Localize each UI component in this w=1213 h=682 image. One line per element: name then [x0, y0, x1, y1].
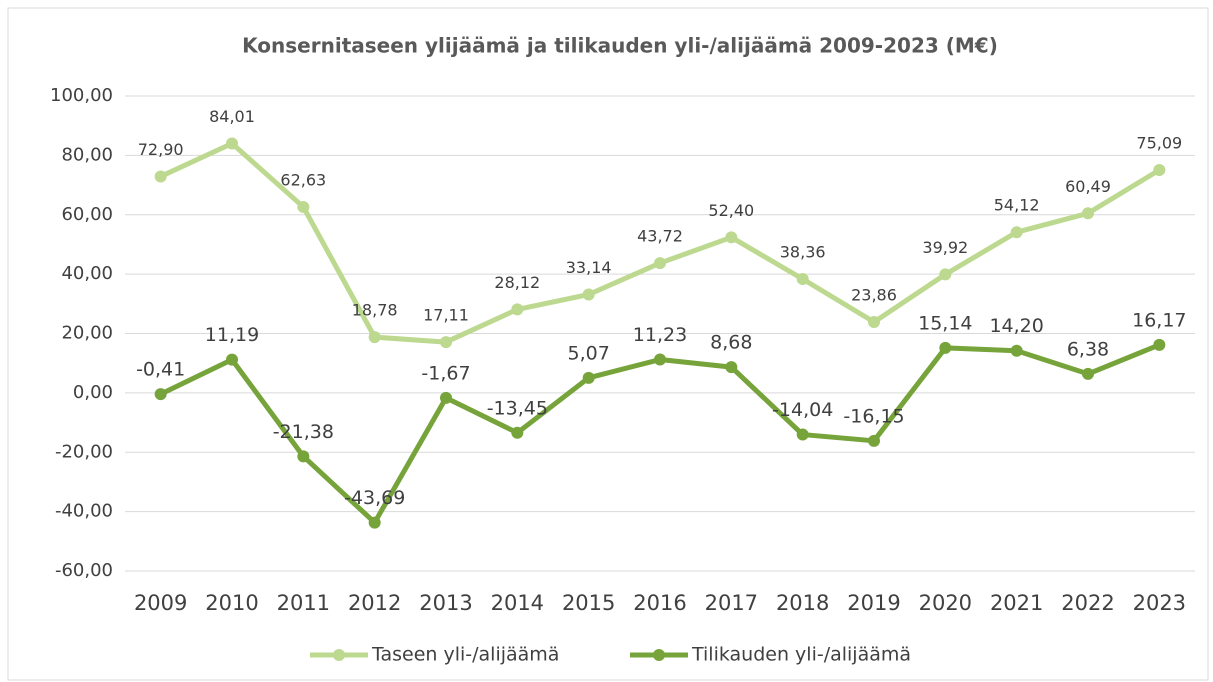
data-label: 62,63 — [280, 170, 326, 189]
x-tick-label: 2011 — [277, 591, 330, 615]
data-point — [1153, 338, 1166, 351]
data-point — [868, 434, 880, 447]
x-tick-label: 2012 — [348, 591, 401, 615]
data-label: 54,12 — [994, 196, 1040, 215]
data-point — [368, 331, 381, 344]
data-label: -21,38 — [273, 421, 334, 443]
data-point — [226, 137, 238, 150]
data-point — [1153, 163, 1166, 176]
x-tick-label: 2018 — [776, 591, 829, 615]
chart-border — [7, 7, 1209, 681]
data-label: 43,72 — [637, 227, 683, 246]
data-point — [796, 428, 809, 441]
x-tick-label: 2023 — [1133, 591, 1186, 615]
data-label: 17,11 — [423, 306, 469, 325]
data-label: 39,92 — [922, 238, 968, 257]
data-point — [297, 200, 310, 213]
data-point — [226, 353, 238, 366]
legend-marker — [333, 649, 345, 661]
data-label: -13,45 — [487, 397, 548, 419]
data-point — [1010, 226, 1023, 239]
data-point — [796, 272, 809, 285]
data-label: -43,69 — [344, 487, 405, 509]
x-tick-label: 2021 — [990, 591, 1043, 615]
data-label: 52,40 — [708, 201, 754, 220]
x-tick-label: 2016 — [633, 591, 686, 615]
data-label: 11,19 — [205, 324, 259, 346]
x-tick-label: 2017 — [705, 591, 758, 615]
data-label: 38,36 — [780, 242, 826, 261]
data-point — [1082, 207, 1094, 220]
data-label: -1,67 — [421, 362, 470, 384]
y-tick-label: 100,00 — [50, 85, 113, 106]
data-point — [154, 170, 167, 183]
data-point — [654, 257, 666, 270]
data-point — [440, 391, 452, 404]
data-label: 8,68 — [710, 332, 752, 354]
data-label: 23,86 — [851, 286, 897, 305]
data-label: 33,14 — [566, 258, 612, 277]
data-label: 75,09 — [1136, 133, 1182, 152]
data-label: 72,90 — [138, 140, 184, 159]
data-point — [297, 450, 310, 463]
data-point — [154, 388, 167, 401]
x-tick-label: 2015 — [562, 591, 615, 615]
x-tick-label: 2022 — [1061, 591, 1114, 615]
y-tick-label: 0,00 — [73, 382, 113, 403]
y-tick-label: -60,00 — [55, 560, 113, 581]
data-label: 6,38 — [1067, 338, 1109, 360]
data-label: 14,20 — [989, 315, 1043, 337]
data-label: -14,04 — [772, 399, 833, 421]
x-tick-label: 2010 — [205, 591, 258, 615]
y-tick-label: 80,00 — [61, 144, 113, 165]
data-point — [368, 516, 381, 529]
y-tick-label: 60,00 — [61, 204, 113, 225]
data-point — [1010, 344, 1023, 357]
data-label: 18,78 — [352, 301, 398, 320]
legend-label: Taseen yli-/alijäämä — [371, 644, 559, 666]
data-label: -0,41 — [136, 359, 185, 381]
data-point — [582, 288, 595, 301]
chart-title: Konsernitaseen ylijäämä ja tilikauden yl… — [242, 34, 998, 58]
data-point — [1082, 367, 1094, 380]
data-label: 5,07 — [568, 342, 610, 364]
data-point — [440, 336, 452, 349]
data-label: 16,17 — [1132, 309, 1186, 331]
data-point — [939, 268, 952, 281]
data-point — [511, 303, 524, 316]
legend-label: Tilikauden yli-/alijäämä — [691, 644, 911, 666]
y-tick-label: 20,00 — [61, 323, 113, 344]
x-tick-label: 2020 — [919, 591, 972, 615]
data-point — [939, 341, 952, 354]
legend-marker — [653, 649, 665, 661]
data-point — [868, 316, 880, 329]
data-point — [725, 231, 738, 244]
x-tick-label: 2014 — [491, 591, 544, 615]
y-tick-label: -20,00 — [55, 441, 113, 462]
data-label: 28,12 — [494, 273, 540, 292]
y-tick-label: 40,00 — [61, 263, 113, 284]
data-label: 11,23 — [633, 324, 687, 346]
data-point — [511, 426, 524, 439]
x-tick-label: 2009 — [134, 591, 187, 615]
data-point — [725, 361, 738, 374]
data-point — [654, 353, 666, 366]
data-label: 15,14 — [918, 312, 972, 334]
data-label: 60,49 — [1065, 177, 1111, 196]
data-label: -16,15 — [843, 405, 904, 427]
data-label: 84,01 — [209, 107, 255, 126]
x-tick-label: 2013 — [419, 591, 472, 615]
y-tick-label: -40,00 — [55, 501, 113, 522]
data-point — [582, 371, 595, 384]
x-tick-label: 2019 — [847, 591, 900, 615]
